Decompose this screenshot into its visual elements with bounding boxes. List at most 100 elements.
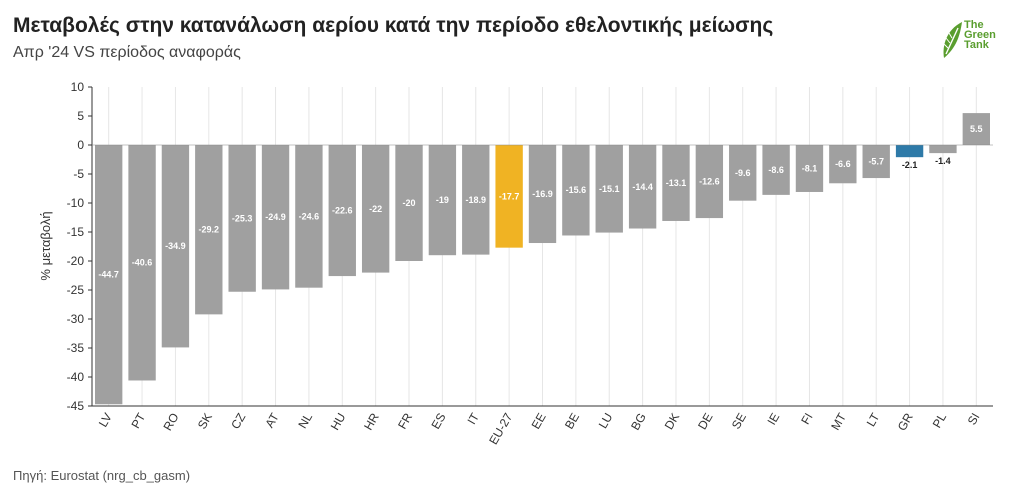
value-label-fr: -20 — [403, 198, 416, 208]
y-tick-label: 0 — [77, 138, 84, 152]
value-label-cz: -25.3 — [232, 213, 253, 223]
x-tick-label-de: DE — [695, 411, 715, 432]
x-tick-label-fi: FI — [798, 411, 815, 427]
value-label-bg: -14.4 — [632, 182, 653, 192]
source-note: Πηγή: Eurostat (nrg_cb_gasm) — [13, 468, 191, 483]
x-tick-label-cz: CZ — [228, 411, 248, 432]
value-label-es: -19 — [436, 195, 449, 205]
x-tick-label-si: SI — [965, 411, 983, 428]
x-tick-label-ee: EE — [529, 411, 549, 432]
bar-ie — [762, 145, 790, 195]
x-tick-label-hr: HR — [361, 410, 382, 432]
value-label-lu: -15.1 — [599, 184, 620, 194]
value-label-lv: -44.7 — [98, 270, 119, 280]
bar-de — [695, 145, 724, 219]
bar-at — [261, 145, 290, 290]
bar-mt — [829, 145, 857, 184]
value-label-nl: -24.6 — [299, 211, 320, 221]
bar-lt — [862, 145, 890, 179]
value-label-eu-27: -17.7 — [499, 191, 520, 201]
bar-pl — [929, 145, 957, 154]
x-tick-label-dk: DK — [662, 411, 682, 432]
bar-gr — [895, 145, 924, 158]
x-tick-label-gr: GR — [895, 410, 916, 433]
x-tick-label-ro: RO — [161, 411, 182, 434]
bar-be — [562, 145, 590, 236]
x-tick-label-eu-27: EU-27 — [486, 410, 515, 447]
y-tick-label: -35 — [67, 341, 85, 355]
bars: -44.7 -40.6 -34.9 -29.2 -25.3 -24.9 -24.6 -22.6… — [95, 113, 990, 405]
value-label-hu: -22.6 — [332, 206, 353, 216]
chart-title: Μεταβολές στην κατανάλωση αερίου κατά τη… — [13, 14, 774, 37]
bar-se — [729, 145, 757, 201]
the-green-tank-logo: The Green Tank — [940, 18, 1020, 70]
bar-cz — [228, 145, 256, 292]
bar-es — [428, 145, 457, 256]
value-label-pl: -1.4 — [935, 156, 951, 166]
value-label-at: -24.9 — [265, 212, 286, 222]
logo-text-line2: Green — [964, 29, 996, 41]
bar-lu — [595, 145, 623, 233]
bar-si — [962, 113, 990, 145]
y-tick-label: -40 — [67, 370, 85, 384]
x-tick-label-nl: NL — [295, 410, 315, 431]
x-tick-label-ie: IE — [765, 411, 783, 428]
value-label-de: -12.6 — [699, 177, 720, 187]
chart-subtitle: Απρ '24 VS περίοδος αναφοράς — [13, 44, 241, 61]
x-tick-label-se: SE — [729, 411, 749, 432]
bar-pt — [128, 145, 156, 381]
value-label-fi: -8.1 — [802, 163, 818, 173]
value-label-sk: -29.2 — [199, 225, 220, 235]
x-tick-label-lt: LT — [864, 410, 883, 429]
value-label-it: -18.9 — [466, 195, 487, 205]
bar-hr — [361, 145, 390, 273]
x-tick-label-fr: FR — [395, 410, 415, 431]
x-tick-label-at: AT — [262, 410, 282, 430]
y-tick-label: -10 — [67, 196, 85, 210]
value-label-lt: -5.7 — [868, 157, 884, 167]
bar-fr — [395, 145, 423, 261]
x-tick-label-mt: MT — [828, 410, 849, 433]
y-tick-label: -5 — [73, 167, 84, 181]
value-label-ie: -8.6 — [768, 165, 784, 175]
y-axis-title: % μεταβολή — [38, 211, 53, 280]
bar-it — [462, 145, 490, 255]
x-tick-label-be: BE — [562, 411, 582, 432]
value-label-se: -9.6 — [735, 168, 751, 178]
bar-eu-27 — [495, 145, 523, 248]
y-tick-label: -15 — [67, 225, 85, 239]
bar-ee — [528, 145, 557, 244]
x-tick-label-sk: SK — [195, 411, 215, 432]
value-label-dk: -13.1 — [666, 178, 687, 188]
logo-text-line1: The — [964, 19, 984, 31]
x-tick-label-it: IT — [465, 410, 483, 427]
x-tick-label-lv: LV — [96, 411, 115, 430]
x-tick-label-pl: PL — [930, 410, 950, 430]
x-tick-label-bg: BG — [628, 411, 649, 433]
y-tick-label: 5 — [77, 109, 84, 123]
y-tick-label: -45 — [67, 399, 85, 413]
logo-text-line3: Tank — [964, 39, 989, 51]
bar-ro — [161, 145, 190, 348]
x-tick-label-es: ES — [428, 411, 448, 432]
y-tick-label: -25 — [67, 283, 85, 297]
bar-hu — [328, 145, 356, 277]
leaf-icon — [943, 22, 962, 58]
bar-fi — [795, 145, 824, 192]
x-tick-label-hu: HU — [328, 411, 349, 433]
value-label-hr: -22 — [369, 204, 382, 214]
y-tick-label: -20 — [67, 254, 85, 268]
value-label-ee: -16.9 — [532, 189, 553, 199]
value-label-mt: -6.6 — [835, 159, 851, 169]
x-tick-label-lu: LU — [596, 411, 616, 431]
bar-sk — [195, 145, 223, 315]
bar-bg — [628, 145, 657, 229]
bar-dk — [662, 145, 690, 221]
y-tick-label: -30 — [67, 312, 85, 326]
value-label-be: -15.6 — [566, 185, 587, 195]
bar-lv — [95, 145, 123, 405]
value-label-gr: -2.1 — [902, 160, 918, 170]
value-label-ro: -34.9 — [165, 241, 186, 251]
value-label-si: 5.5 — [970, 124, 983, 134]
